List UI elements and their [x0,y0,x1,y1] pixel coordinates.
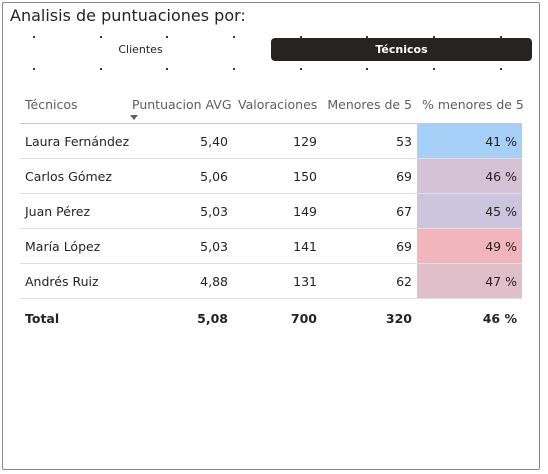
cell-avg: 5,03 [127,228,233,264]
total-avg: 5,08 [127,298,233,337]
placeholder-dot [33,68,35,70]
placeholder-dot [100,36,102,38]
cell-avg: 4,88 [127,263,233,299]
placeholder-dot [166,36,168,38]
placeholder-dot [366,36,368,38]
visual-title: Analisis de puntuaciones por: [10,6,246,25]
placeholder-dot [500,68,502,70]
cell-menores: 62 [322,263,417,299]
placeholder-dot [433,68,435,70]
cell-tecnico: María López [20,228,127,264]
cell-pct: 46 % [417,158,522,194]
total-pct: 46 % [417,298,522,337]
column-header-valoraciones[interactable]: Valoraciones [233,86,322,124]
placeholder-dot [366,68,368,70]
cell-tecnico: Andrés Ruiz [20,263,127,299]
table-row[interactable]: María López 5,03 141 69 49 % [20,228,522,264]
tab-strip: Clientes Técnicos [10,38,532,61]
placeholder-dot [300,68,302,70]
column-header-pct-menores-de-5[interactable]: % menores de 5 [417,86,524,124]
total-row: Total 5,08 700 320 46 % [20,298,522,337]
cell-tecnico: Laura Fernández [20,123,129,159]
cell-avg: 5,03 [127,193,233,229]
cell-menores: 69 [322,228,417,264]
placeholder-dot [233,68,235,70]
tab-tecnicos[interactable]: Técnicos [271,38,532,61]
table-row[interactable]: Laura Fernández 5,40 129 53 41 % [20,123,522,159]
cell-avg: 5,40 [127,123,233,159]
cell-valoraciones: 129 [233,123,322,159]
cell-avg: 5,06 [127,158,233,194]
placeholder-dot [233,36,235,38]
cell-valoraciones: 150 [233,158,322,194]
tecnicos-table: Técnicos Puntuacion AVG Valoraciones Men… [20,86,524,337]
cell-menores: 67 [322,193,417,229]
cell-valoraciones: 141 [233,228,322,264]
placeholder-dot [433,36,435,38]
cell-menores: 53 [322,123,417,159]
total-valoraciones: 700 [233,298,322,337]
placeholder-dot [33,36,35,38]
placeholder-dot [166,68,168,70]
column-header-puntuacion-avg[interactable]: Puntuacion AVG [127,86,233,124]
column-header-label: Puntuacion AVG [132,97,232,112]
cell-tecnico: Juan Pérez [20,193,127,229]
placeholder-dot [100,68,102,70]
total-menores: 320 [322,298,417,337]
cell-pct: 49 % [417,228,522,264]
cell-menores: 69 [322,158,417,194]
column-header-menores-de-5[interactable]: Menores de 5 [322,86,417,124]
cell-pct: 47 % [417,263,522,299]
table-row[interactable]: Juan Pérez 5,03 149 67 45 % [20,193,522,229]
total-label: Total [20,298,127,337]
cell-valoraciones: 131 [233,263,322,299]
cell-tecnico: Carlos Gómez [20,158,127,194]
cell-valoraciones: 149 [233,193,322,229]
header-row: Técnicos Puntuacion AVG Valoraciones Men… [20,86,524,124]
column-header-tecnicos[interactable]: Técnicos [20,86,127,124]
sort-descending-icon [130,115,138,120]
cell-pct: 45 % [417,193,522,229]
placeholder-dot [300,36,302,38]
placeholder-dot [500,36,502,38]
cell-pct: 41 % [417,123,522,159]
table-row[interactable]: Andrés Ruiz 4,88 131 62 47 % [20,263,522,299]
tab-clientes[interactable]: Clientes [10,38,271,61]
table-row[interactable]: Carlos Gómez 5,06 150 69 46 % [20,158,522,194]
